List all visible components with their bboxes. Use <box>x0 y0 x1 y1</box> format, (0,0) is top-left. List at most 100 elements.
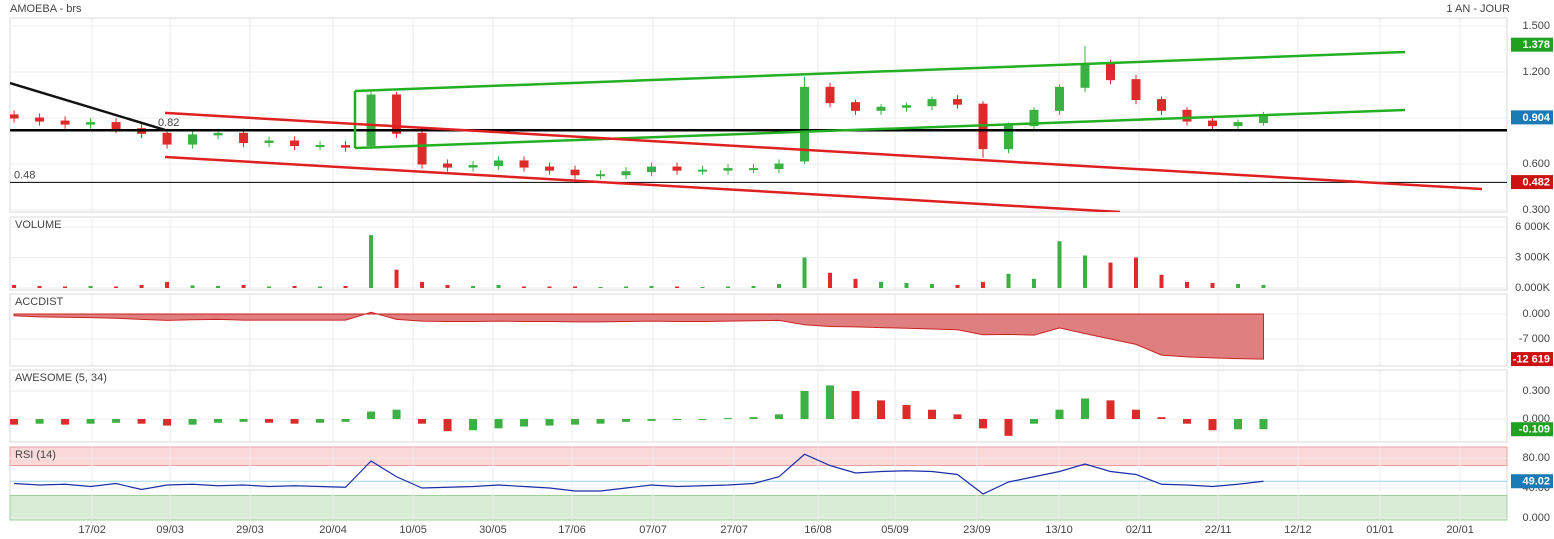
candle-body <box>647 166 657 173</box>
value-box <box>1511 352 1553 367</box>
candle-body <box>621 171 631 176</box>
x-tick-label: 29/03 <box>236 524 264 536</box>
volume-bar <box>777 283 782 288</box>
volume-bar <box>318 286 323 288</box>
candle-body <box>264 140 274 144</box>
awesome-bar <box>826 385 835 420</box>
volume-bar <box>598 286 603 288</box>
x-tick-label: 16/08 <box>804 524 832 536</box>
volume-bar <box>624 286 629 288</box>
candle-body <box>519 160 529 168</box>
y-tick-label: 80.00 <box>1522 452 1550 464</box>
value-box <box>1511 110 1553 125</box>
awesome-bar <box>1233 419 1242 430</box>
volume-bar <box>471 285 476 288</box>
value-box-label: -0.109 <box>1519 424 1550 436</box>
awesome-bar <box>35 419 44 424</box>
candle-body <box>570 169 580 176</box>
value-box-label: 49.02 <box>1522 476 1550 488</box>
awesome-bar <box>1004 419 1013 436</box>
candle-body <box>60 120 70 125</box>
awesome-bar <box>188 419 197 425</box>
volume-bar <box>751 285 756 288</box>
awesome-bar <box>1182 419 1191 424</box>
x-tick-label: 09/03 <box>156 524 184 536</box>
accdist-area <box>13 311 1264 360</box>
awesome-bar <box>673 419 682 421</box>
awesome-bar <box>265 419 274 423</box>
level-label: 0.48 <box>14 169 35 181</box>
awesome-bar <box>239 419 248 422</box>
awesome-bar <box>392 409 401 420</box>
candle-body <box>1182 109 1192 122</box>
awesome-bar <box>851 391 860 420</box>
panel-title: AWESOME (5, 34) <box>15 372 107 384</box>
candle-body <box>672 166 682 171</box>
candle-body <box>1131 79 1141 101</box>
volume-bar <box>37 285 42 288</box>
trend-line <box>164 155 1121 212</box>
candle-body <box>290 140 300 147</box>
awesome-bar <box>928 409 937 420</box>
awesome-bar <box>724 418 733 420</box>
volume-bar <box>1083 255 1088 288</box>
awesome-bar <box>545 419 554 426</box>
candle-body <box>1080 63 1090 88</box>
candle-body <box>366 94 376 147</box>
volume-bar <box>445 284 450 288</box>
volume-bar <box>930 283 935 288</box>
volume-bar <box>522 286 527 288</box>
x-tick-label: 17/02 <box>78 524 106 536</box>
candle-body <box>1233 122 1243 127</box>
candle-body <box>162 132 172 145</box>
candle-body <box>1156 99 1166 111</box>
volume-bar <box>726 286 731 288</box>
panel-frame <box>9 369 1508 443</box>
panel-frame <box>9 293 1508 367</box>
y-tick-label: -7 000 <box>1519 333 1550 345</box>
awesome-bar <box>953 414 962 420</box>
price-area <box>10 45 1507 212</box>
volume-bar <box>420 281 425 288</box>
period: 1 AN - JOUR <box>1446 3 1510 15</box>
candle-body <box>35 117 45 122</box>
awesome-bar <box>1157 417 1166 420</box>
awesome-bar <box>698 419 707 421</box>
candle-body <box>1106 63 1116 81</box>
awesome-bar <box>137 419 146 424</box>
awesome-bar <box>443 419 452 432</box>
volume-bar <box>828 272 833 288</box>
candle-body <box>800 86 810 162</box>
x-tick-label: 27/07 <box>720 524 748 536</box>
volume-bar <box>139 284 144 288</box>
y-tick-label: 0.000 <box>1522 413 1550 425</box>
x-tick-label: 13/10 <box>1045 524 1073 536</box>
awesome-bar <box>494 419 503 429</box>
volume-bar <box>853 278 858 288</box>
volume-bar <box>241 284 246 288</box>
awesome-bar <box>163 419 172 426</box>
candle-body <box>749 168 759 171</box>
candle-body <box>902 105 912 108</box>
x-tick-label: 01/01 <box>1366 524 1394 536</box>
candle-body <box>213 132 223 136</box>
volume-bar <box>369 235 374 288</box>
panel-title: RSI (14) <box>15 449 56 461</box>
awesome-bar <box>1055 409 1064 420</box>
volume-bar <box>1261 284 1266 288</box>
awesome-bar <box>647 419 656 421</box>
value-box <box>1511 474 1553 489</box>
value-box-label: 1.378 <box>1522 39 1550 51</box>
value-box-label: 0.904 <box>1522 112 1550 124</box>
volume-bar <box>981 281 986 288</box>
awesome-bar <box>290 419 299 424</box>
volume-bar <box>267 286 272 288</box>
candle-body <box>1258 115 1268 124</box>
volume-bar <box>1235 283 1240 288</box>
panel-frame <box>9 216 1508 291</box>
volume-bar <box>1108 262 1113 288</box>
chart-title: AMOEBA - brs <box>10 3 82 15</box>
awesome-bar <box>1106 400 1115 420</box>
candle-body <box>953 99 963 105</box>
candle-body <box>851 102 861 111</box>
